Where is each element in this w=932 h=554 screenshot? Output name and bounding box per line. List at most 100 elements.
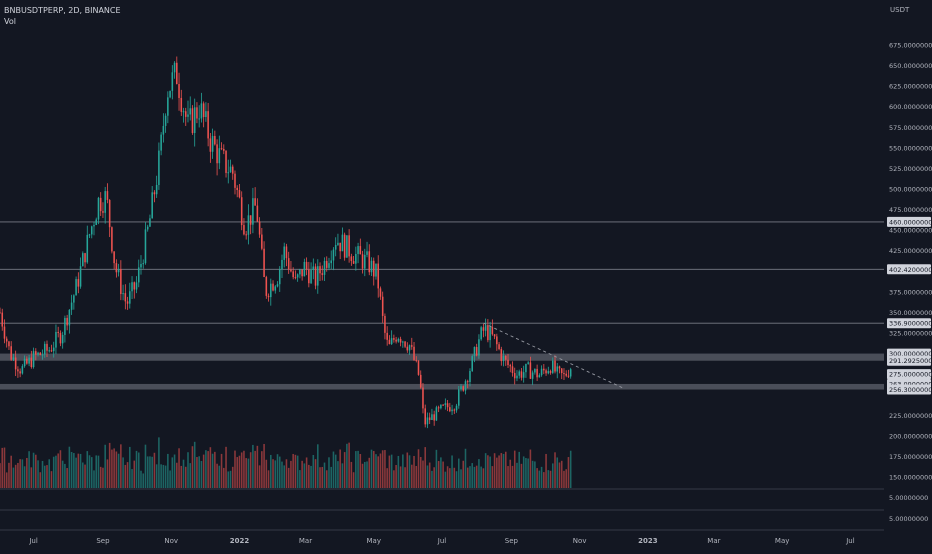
candle-body bbox=[258, 221, 261, 235]
volume-bar bbox=[79, 453, 82, 488]
volume-bar bbox=[444, 471, 447, 488]
volume-bar bbox=[426, 465, 429, 488]
candle-body bbox=[115, 263, 118, 273]
volume-bar bbox=[296, 455, 299, 488]
candle-body bbox=[182, 111, 185, 113]
price-tick-label: 500.00000000 bbox=[889, 186, 932, 194]
volume-bar bbox=[308, 464, 310, 488]
price-label-text: 256.30000000 bbox=[889, 386, 932, 394]
candle-body bbox=[460, 386, 462, 390]
candle-body bbox=[95, 219, 98, 226]
volume-bar bbox=[319, 467, 321, 488]
volume-bar bbox=[471, 463, 473, 488]
volume-bar bbox=[325, 470, 328, 488]
price-tick-label: 375.00000000 bbox=[889, 288, 932, 296]
volume-bar bbox=[406, 452, 409, 488]
candle-body bbox=[26, 358, 28, 364]
candle-body bbox=[565, 373, 567, 376]
volume-bar bbox=[511, 465, 514, 488]
volume-bar bbox=[370, 449, 373, 488]
candle-body bbox=[97, 197, 100, 220]
candle-body bbox=[493, 334, 496, 337]
volume-bar bbox=[491, 466, 494, 488]
price-tick-label: 225.00000000 bbox=[889, 412, 932, 420]
volume-label[interactable]: Vol bbox=[4, 17, 16, 26]
candle-body bbox=[480, 327, 482, 340]
volume-bar bbox=[142, 473, 145, 488]
volume-bar bbox=[169, 470, 171, 488]
volume-bar bbox=[375, 454, 377, 488]
volume-bar bbox=[113, 448, 115, 488]
candle-body bbox=[28, 357, 30, 364]
candle-body bbox=[200, 103, 203, 119]
volume-bar bbox=[460, 469, 462, 488]
volume-bar bbox=[366, 461, 368, 488]
volume-bar bbox=[446, 466, 449, 488]
symbol-title[interactable]: BNBUSDTPERP, 2D, BINANCE bbox=[4, 6, 121, 15]
candle-body bbox=[529, 362, 532, 379]
volume-bar bbox=[386, 468, 388, 488]
volume-bar bbox=[292, 453, 294, 488]
price-label-text: 402.42000000 bbox=[889, 266, 932, 274]
candle-body bbox=[334, 244, 337, 250]
volume-bar bbox=[310, 465, 312, 488]
candle-body bbox=[73, 295, 75, 303]
volume-bar bbox=[99, 466, 102, 488]
volume-bar bbox=[301, 460, 303, 488]
volume-bar bbox=[12, 467, 15, 488]
candle-body bbox=[567, 375, 570, 377]
volume-bar bbox=[312, 454, 315, 488]
candle-body bbox=[108, 199, 111, 228]
volume-bar bbox=[417, 449, 420, 488]
volume-bar bbox=[408, 455, 411, 488]
volume-bars bbox=[0, 437, 572, 488]
volume-bar bbox=[216, 463, 218, 488]
volume-bar bbox=[88, 455, 91, 488]
volume-bar bbox=[97, 455, 100, 488]
candle-body bbox=[52, 347, 55, 352]
time-tick-label: Jul bbox=[28, 537, 38, 545]
candle-body bbox=[422, 387, 424, 409]
volume-bar bbox=[399, 466, 402, 488]
candle-body bbox=[560, 368, 563, 374]
candle-body bbox=[278, 269, 281, 285]
volume-bar bbox=[133, 460, 136, 488]
candle-body bbox=[381, 296, 384, 316]
candle-body bbox=[534, 368, 536, 373]
candle-body bbox=[372, 260, 375, 277]
price-axis: 675.00000000 650.00000000 625.00000000 600.… bbox=[887, 42, 932, 482]
candle-body bbox=[146, 226, 149, 230]
volume-bar bbox=[464, 448, 467, 488]
candle-body bbox=[370, 260, 373, 273]
candle-body bbox=[440, 404, 442, 409]
candle-body bbox=[325, 260, 328, 268]
volume-bar bbox=[214, 451, 216, 488]
candle-body bbox=[234, 173, 236, 188]
volume-bar bbox=[390, 454, 393, 488]
candle-body bbox=[68, 309, 71, 326]
candle-body bbox=[117, 269, 120, 273]
candle-body bbox=[415, 359, 418, 361]
price-tick-label: 150.00000000 bbox=[889, 474, 932, 482]
volume-bar bbox=[200, 461, 203, 488]
volume-bar bbox=[196, 457, 198, 488]
candle-body bbox=[397, 338, 400, 342]
volume-bar bbox=[90, 457, 93, 488]
volume-bar bbox=[106, 459, 109, 488]
volume-bar bbox=[493, 453, 496, 488]
lower-pane-tick-label: 5.00000000 bbox=[889, 494, 928, 502]
volume-bar bbox=[229, 470, 232, 488]
candle-body bbox=[202, 103, 205, 118]
volume-bar bbox=[305, 457, 308, 488]
price-label-text: 263.09000000 bbox=[889, 380, 932, 388]
candle-body bbox=[144, 229, 147, 264]
volume-bar bbox=[14, 464, 17, 488]
volume-bar bbox=[202, 454, 205, 488]
candle-body bbox=[332, 249, 335, 261]
volume-bar bbox=[352, 472, 355, 488]
candle-body bbox=[359, 246, 362, 255]
volume-bar bbox=[218, 465, 221, 488]
candle-body bbox=[46, 343, 48, 351]
